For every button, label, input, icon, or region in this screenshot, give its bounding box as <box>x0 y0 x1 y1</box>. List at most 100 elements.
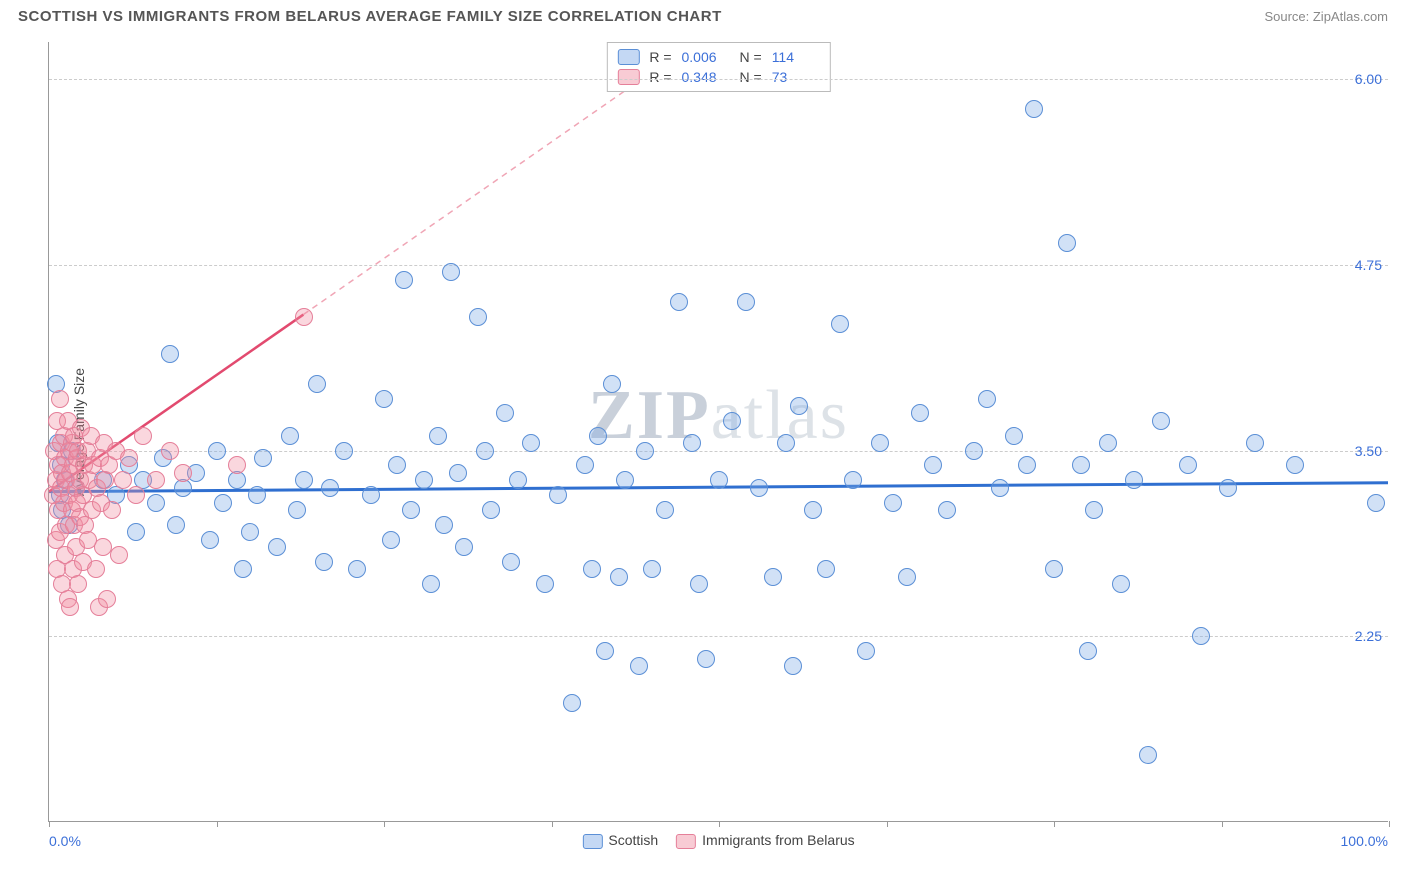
data-point-scottish <box>288 501 306 519</box>
data-point-scottish <box>308 375 326 393</box>
y-tick-label: 3.50 <box>1355 443 1382 459</box>
data-point-scottish <box>281 427 299 445</box>
data-point-scottish <box>1025 100 1043 118</box>
data-point-scottish <box>656 501 674 519</box>
data-point-scottish <box>938 501 956 519</box>
data-point-scottish <box>127 523 145 541</box>
data-point-scottish <box>616 471 634 489</box>
data-point-scottish <box>576 456 594 474</box>
data-point-scottish <box>1079 642 1097 660</box>
data-point-scottish <box>1045 560 1063 578</box>
r-label: R = <box>649 69 671 85</box>
data-point-scottish <box>388 456 406 474</box>
data-point-scottish <box>482 501 500 519</box>
legend-item-belarus: Immigrants from Belarus <box>676 832 854 849</box>
data-point-scottish <box>248 486 266 504</box>
x-tick <box>1389 821 1390 827</box>
legend-stats: R = 0.006 N = 114 R = 0.348 N = 73 <box>606 42 830 92</box>
data-point-scottish <box>435 516 453 534</box>
chart-title: SCOTTISH VS IMMIGRANTS FROM BELARUS AVER… <box>18 8 722 25</box>
data-point-scottish <box>375 390 393 408</box>
watermark: ZIPatlas <box>588 376 849 456</box>
gridline <box>49 265 1388 266</box>
data-point-scottish <box>1219 479 1237 497</box>
data-point-scottish <box>442 263 460 281</box>
data-point-scottish <box>502 553 520 571</box>
plot-area: Average Family Size ZIPatlas R = 0.006 N… <box>48 42 1388 822</box>
data-point-scottish <box>777 434 795 452</box>
data-point-scottish <box>496 404 514 422</box>
data-point-scottish <box>167 516 185 534</box>
data-point-scottish <box>723 412 741 430</box>
data-point-scottish <box>1018 456 1036 474</box>
r-label: R = <box>649 49 671 65</box>
data-point-scottish <box>536 575 554 593</box>
x-tick <box>49 821 50 827</box>
data-point-scottish <box>871 434 889 452</box>
data-point-scottish <box>509 471 527 489</box>
data-point-scottish <box>596 642 614 660</box>
data-point-scottish <box>857 642 875 660</box>
data-point-scottish <box>898 568 916 586</box>
data-point-scottish <box>469 308 487 326</box>
data-point-scottish <box>1139 746 1157 764</box>
data-point-scottish <box>831 315 849 333</box>
data-point-scottish <box>241 523 259 541</box>
data-point-scottish <box>429 427 447 445</box>
data-point-scottish <box>804 501 822 519</box>
data-point-scottish <box>161 345 179 363</box>
data-point-scottish <box>476 442 494 460</box>
data-point-scottish <box>201 531 219 549</box>
data-point-belarus <box>110 546 128 564</box>
x-tick <box>552 821 553 827</box>
data-point-scottish <box>670 293 688 311</box>
data-point-belarus <box>127 486 145 504</box>
data-point-scottish <box>1058 234 1076 252</box>
data-point-scottish <box>449 464 467 482</box>
r-value: 0.348 <box>682 69 730 85</box>
data-point-scottish <box>784 657 802 675</box>
data-point-scottish <box>1112 575 1130 593</box>
data-point-scottish <box>295 471 313 489</box>
data-point-scottish <box>603 375 621 393</box>
data-point-scottish <box>978 390 996 408</box>
data-point-scottish <box>589 427 607 445</box>
data-point-scottish <box>422 575 440 593</box>
data-point-belarus <box>87 560 105 578</box>
x-tick <box>719 821 720 827</box>
data-point-scottish <box>415 471 433 489</box>
data-point-scottish <box>790 397 808 415</box>
legend-swatch-blue <box>617 49 639 65</box>
n-value: 73 <box>772 69 820 85</box>
data-point-scottish <box>1286 456 1304 474</box>
data-point-scottish <box>1085 501 1103 519</box>
data-point-scottish <box>549 486 567 504</box>
data-point-scottish <box>254 449 272 467</box>
data-point-belarus <box>134 427 152 445</box>
data-point-scottish <box>1099 434 1117 452</box>
data-point-scottish <box>348 560 366 578</box>
data-point-scottish <box>884 494 902 512</box>
data-point-belarus <box>51 390 69 408</box>
data-point-scottish <box>1192 627 1210 645</box>
data-point-scottish <box>583 560 601 578</box>
data-point-scottish <box>362 486 380 504</box>
data-point-scottish <box>522 434 540 452</box>
r-value: 0.006 <box>682 49 730 65</box>
data-point-belarus <box>161 442 179 460</box>
data-point-belarus <box>228 456 246 474</box>
data-point-belarus <box>295 308 313 326</box>
data-point-belarus <box>98 590 116 608</box>
data-point-scottish <box>991 479 1009 497</box>
legend-item-scottish: Scottish <box>582 832 658 849</box>
data-point-scottish <box>636 442 654 460</box>
data-point-scottish <box>965 442 983 460</box>
n-label: N = <box>740 69 762 85</box>
data-point-scottish <box>643 560 661 578</box>
data-point-scottish <box>455 538 473 556</box>
gridline <box>49 79 1388 80</box>
data-point-scottish <box>750 479 768 497</box>
data-point-scottish <box>395 271 413 289</box>
y-tick-label: 2.25 <box>1355 628 1382 644</box>
source-label: Source: ZipAtlas.com <box>1264 9 1388 24</box>
